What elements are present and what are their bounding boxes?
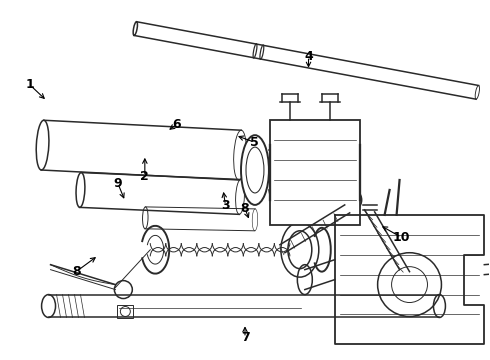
Text: 5: 5 bbox=[250, 136, 259, 149]
Text: 8: 8 bbox=[72, 265, 81, 278]
Text: 8: 8 bbox=[241, 202, 249, 215]
Polygon shape bbox=[335, 215, 484, 345]
Ellipse shape bbox=[434, 294, 445, 318]
Text: 10: 10 bbox=[392, 231, 410, 244]
Text: 7: 7 bbox=[241, 331, 249, 344]
Text: 9: 9 bbox=[114, 177, 122, 190]
Bar bbox=[118, 305, 133, 319]
Ellipse shape bbox=[241, 135, 269, 205]
Text: 2: 2 bbox=[141, 170, 149, 183]
Text: 6: 6 bbox=[172, 118, 181, 131]
Text: 3: 3 bbox=[221, 199, 230, 212]
Text: 4: 4 bbox=[304, 50, 313, 63]
Ellipse shape bbox=[42, 294, 55, 318]
Bar bbox=[270, 120, 360, 225]
Text: 1: 1 bbox=[25, 78, 34, 91]
